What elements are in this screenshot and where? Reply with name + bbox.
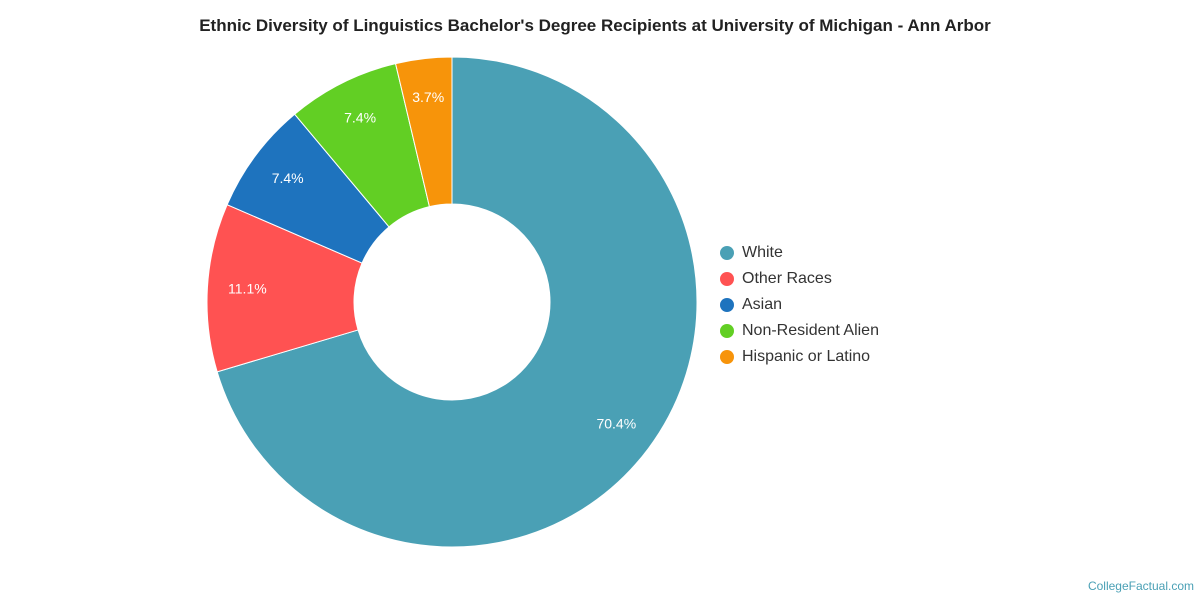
legend-marker-icon: [720, 350, 734, 364]
source-credit[interactable]: CollegeFactual.com: [1087, 579, 1194, 593]
data-label-hispanic-or-latino: 3.7%: [412, 89, 444, 105]
chart-title: Ethnic Diversity of Linguistics Bachelor…: [199, 16, 991, 35]
data-label-other-races: 11.1%: [228, 280, 267, 296]
legend-item-white[interactable]: White: [720, 240, 879, 266]
legend-label: Other Races: [742, 270, 832, 287]
legend-label: Non-Resident Alien: [742, 322, 879, 339]
legend-label: Asian: [742, 296, 783, 313]
legend-marker-icon: [720, 298, 734, 312]
legend-item-non-resident-alien[interactable]: Non-Resident Alien: [720, 318, 879, 344]
legend-label: White: [742, 244, 783, 261]
legend-item-other-races[interactable]: Other Races: [720, 266, 879, 292]
legend-item-asian[interactable]: Asian: [720, 292, 879, 318]
slice-hispanic-or-latino[interactable]: [394, 56, 453, 208]
legend-marker-icon: [720, 272, 734, 286]
legend-item-hispanic-or-latino[interactable]: Hispanic or Latino: [720, 344, 879, 370]
data-label-non-resident-alien: 7.4%: [344, 109, 376, 125]
legend-marker-icon: [720, 246, 734, 260]
data-label-white: 70.4%: [596, 415, 636, 431]
legend-label: Hispanic or Latino: [742, 348, 871, 365]
donut-labels: 70.4% 11.1% 7.4% 7.4% 3.7%: [228, 89, 636, 431]
data-label-asian: 7.4%: [272, 170, 304, 186]
donut-slices: [206, 56, 698, 548]
legend-marker-icon: [720, 324, 734, 338]
slice-white[interactable]: [216, 56, 698, 548]
legend: White Other Races Asian Non-Resident Alien H…: [720, 240, 879, 370]
